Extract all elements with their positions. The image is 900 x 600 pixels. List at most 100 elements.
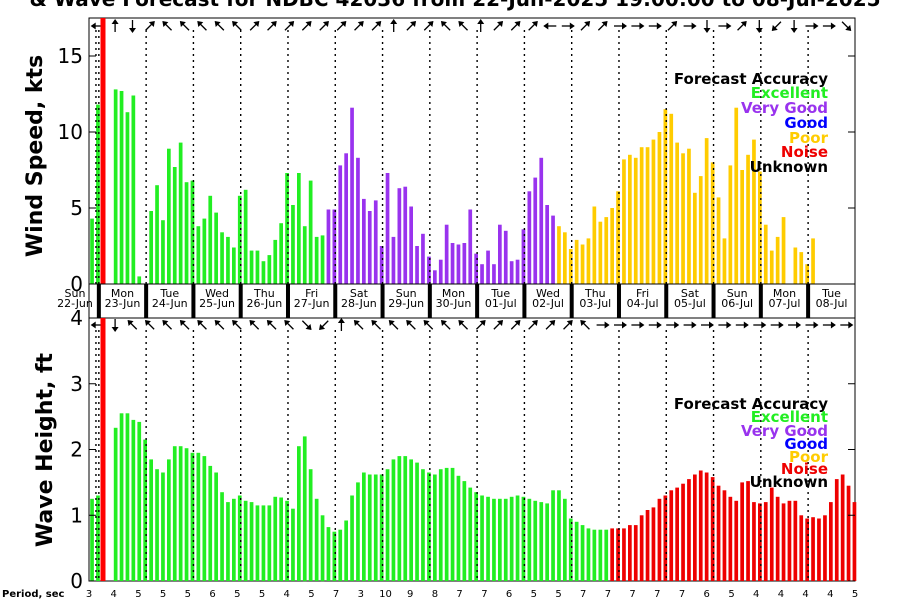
bar: [232, 498, 236, 581]
date-label: 25-Jun: [199, 297, 235, 310]
bar: [90, 498, 94, 581]
y-tick-label: 0: [70, 569, 83, 593]
day-of-week-label: Sun: [65, 287, 86, 300]
bar: [681, 483, 685, 581]
bar: [604, 529, 609, 581]
direction-arrow: [840, 321, 854, 329]
bar: [752, 502, 756, 581]
bar: [208, 195, 213, 284]
y-tick-label: 0: [70, 272, 83, 296]
chart-title: & Wave Forecast for NDBC 42036 from 22-J…: [29, 0, 880, 11]
legend-item-very-good: Very Good: [741, 422, 828, 440]
bar: [551, 490, 555, 581]
wind-y-axis-label: Wind Speed, kts: [23, 55, 48, 257]
direction-arrow: [440, 320, 451, 330]
day-divider: [380, 284, 385, 318]
bar: [220, 232, 224, 284]
bar: [586, 238, 591, 284]
date-label: 02-Jul: [532, 297, 564, 310]
bar: [846, 485, 851, 581]
bar: [480, 264, 484, 284]
bar: [829, 502, 833, 581]
bar: [143, 439, 147, 581]
legend-item-noise: Noise: [781, 143, 828, 161]
bar: [498, 224, 502, 284]
bar: [438, 259, 443, 284]
bar: [669, 113, 674, 284]
direction-arrow: [284, 21, 295, 31]
bar: [161, 472, 165, 581]
day-of-week-label: Sat: [681, 287, 700, 300]
bar: [226, 236, 230, 284]
bar: [302, 436, 307, 582]
bar: [545, 503, 549, 581]
date-label: 24-Jun: [152, 297, 188, 310]
bar: [840, 474, 845, 581]
direction-arrow: [597, 21, 608, 31]
direction-arrow: [822, 22, 836, 30]
bar: [362, 198, 366, 284]
bar: [521, 229, 526, 284]
bar: [161, 220, 165, 284]
bar: [433, 270, 437, 284]
legend-item-unknown: Unknown: [750, 158, 828, 176]
day-of-week-label: Tue: [490, 287, 510, 300]
legend-item-good: Good: [784, 435, 828, 453]
day-of-week-label: Sun: [727, 287, 748, 300]
bar: [202, 218, 207, 284]
period-value: 4: [111, 589, 117, 600]
wind-day-lines: [95, 30, 809, 284]
period-value: 5: [185, 589, 191, 600]
direction-arrow: [406, 21, 417, 31]
bar: [421, 233, 425, 284]
day-divider: [758, 284, 763, 318]
date-label: 28-Jun: [341, 297, 377, 310]
bar: [498, 498, 502, 581]
bar: [793, 500, 798, 581]
wave-y-ticks: 0 1 2 3 4: [70, 306, 855, 593]
bar: [533, 500, 538, 581]
bar: [539, 502, 544, 581]
direction-arrow: [755, 20, 763, 33]
direction-arrow: [596, 321, 610, 329]
bar: [167, 459, 171, 581]
bar: [444, 467, 449, 581]
bar: [261, 261, 266, 284]
bar: [503, 498, 508, 581]
period-value: 7: [481, 589, 487, 600]
day-of-week-label: Mon: [442, 287, 465, 300]
bar: [397, 456, 402, 581]
bar: [580, 244, 585, 284]
direction-arrow: [197, 320, 207, 330]
bar: [196, 452, 201, 581]
day-divider: [806, 284, 811, 318]
bar: [681, 153, 685, 284]
wind-speed-panel: Wind Speed, kts 0 5 10 15 Forecast Accuracy…: [23, 17, 856, 296]
bar: [728, 165, 733, 284]
bar: [119, 91, 124, 284]
bar: [391, 236, 396, 284]
date-label: 01-Jul: [485, 297, 517, 310]
direction-arrow: [718, 22, 732, 30]
bar: [462, 481, 467, 581]
bar: [698, 470, 703, 581]
bar: [456, 475, 461, 581]
direction-arrow: [841, 21, 852, 31]
bar: [574, 239, 579, 284]
direction-arrow: [648, 321, 662, 329]
bar: [468, 487, 473, 581]
bar: [628, 154, 632, 284]
bar: [297, 173, 301, 284]
direction-arrow: [493, 320, 504, 330]
bar: [515, 259, 520, 284]
direction-arrow: [336, 21, 347, 31]
bar: [291, 508, 295, 581]
period-value: 5: [555, 589, 561, 600]
bar: [811, 517, 815, 581]
direction-arrow: [266, 320, 277, 330]
bar: [480, 495, 484, 581]
day-labels-strip: Sun22-JunMon23-JunTue24-JunWed25-JunThu2…: [57, 283, 856, 319]
bar: [610, 528, 614, 581]
bar: [834, 479, 839, 581]
bar: [90, 218, 94, 284]
